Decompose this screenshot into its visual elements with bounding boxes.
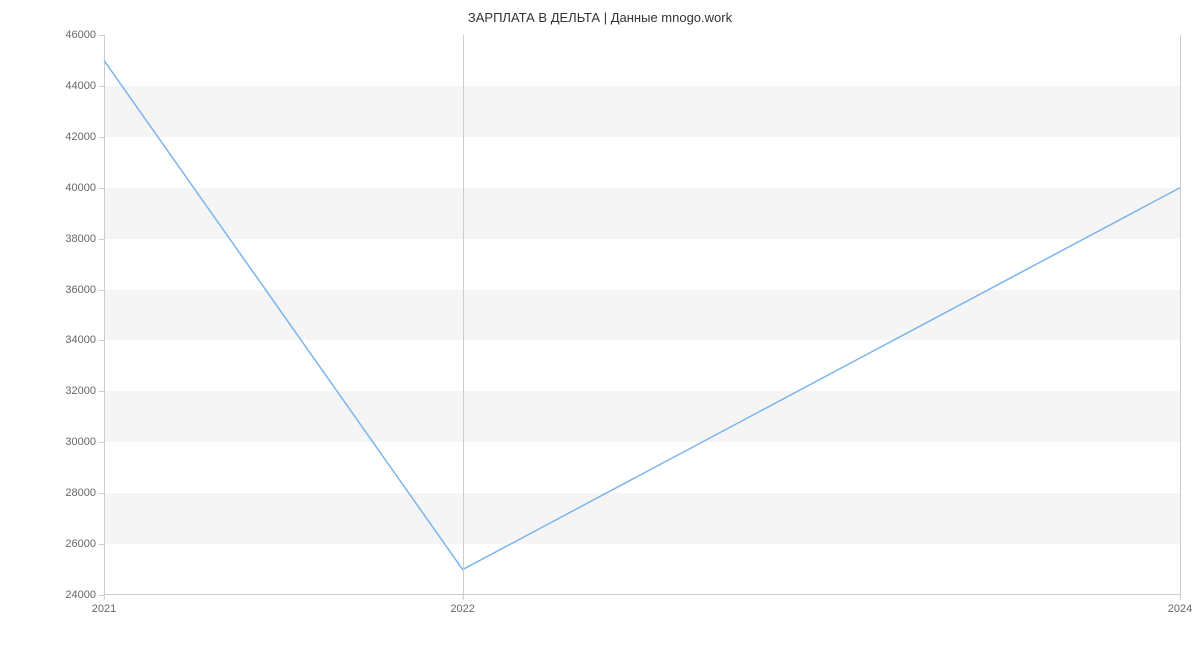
x-tick-label: 2021: [92, 603, 116, 615]
grid-vertical: [1180, 35, 1181, 595]
grid-vertical: [463, 35, 464, 595]
y-tick-label: 42000: [65, 131, 96, 143]
y-tick-label: 34000: [65, 334, 96, 346]
y-tick-label: 24000: [65, 589, 96, 601]
line-series: [104, 35, 1180, 595]
y-tick-label: 30000: [65, 436, 96, 448]
series-salary: [104, 60, 1180, 569]
x-tick-label: 2022: [450, 603, 474, 615]
y-tick-label: 38000: [65, 233, 96, 245]
y-tick-label: 26000: [65, 538, 96, 550]
y-tick-label: 28000: [65, 487, 96, 499]
x-tick-label: 2024: [1168, 603, 1192, 615]
y-tick-label: 32000: [65, 385, 96, 397]
y-tick-label: 40000: [65, 182, 96, 194]
y-tick-label: 46000: [65, 29, 96, 41]
plot-area: 2400026000280003000032000340003600038000…: [104, 35, 1180, 595]
y-tick-label: 36000: [65, 284, 96, 296]
y-tick-label: 44000: [65, 80, 96, 92]
chart-title: ЗАРПЛАТА В ДЕЛЬТА | Данные mnogo.work: [0, 10, 1200, 25]
